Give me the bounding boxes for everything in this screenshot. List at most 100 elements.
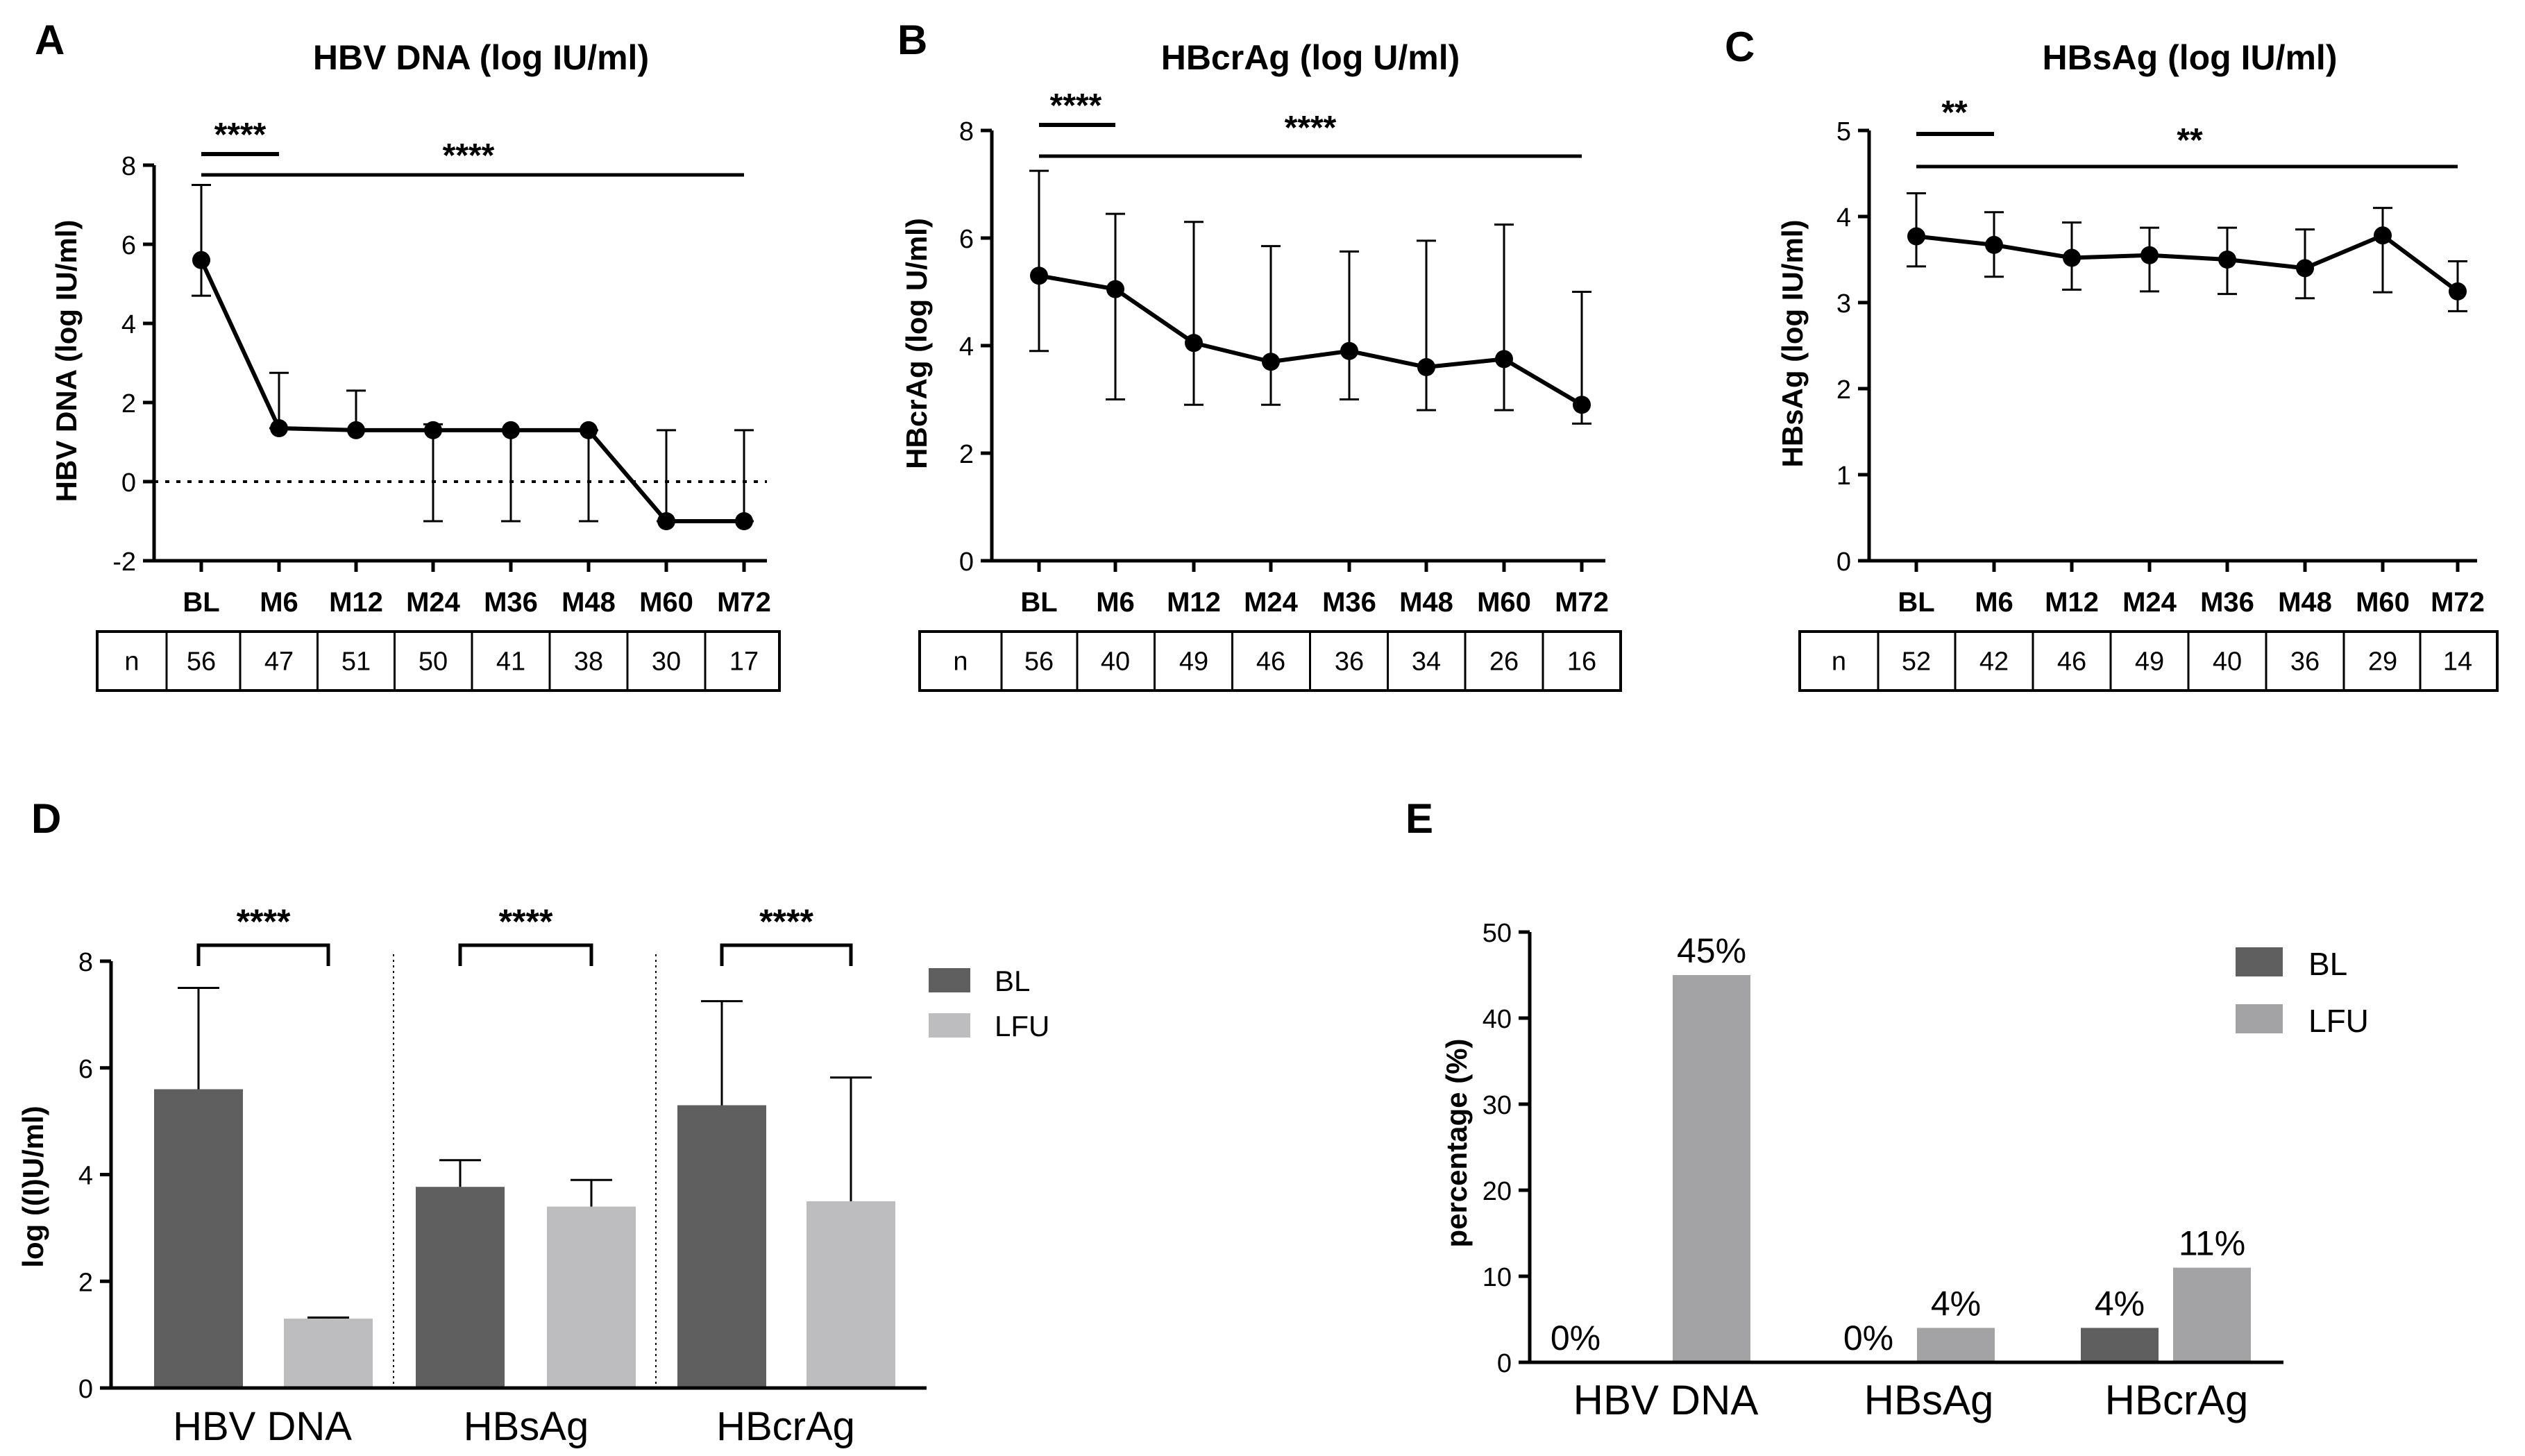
y-tick-label: 30 xyxy=(1483,1091,1512,1120)
data-point xyxy=(1495,350,1513,369)
data-point xyxy=(2374,226,2392,245)
y-tick-label: 2 xyxy=(78,1268,93,1297)
significance-label-long: **** xyxy=(1285,110,1337,146)
n-table-cell: 49 xyxy=(2135,647,2164,677)
data-point xyxy=(1185,334,1203,353)
x-tick-label: M60 xyxy=(2356,587,2410,618)
n-table-cell: 46 xyxy=(1256,647,1285,677)
panel-c: C HBsAg (log IU/ml) HBsAg (log IU/ml) 0 1 2 3… xyxy=(1725,24,2499,692)
y-tick-label: 6 xyxy=(959,225,974,254)
x-tick-label: M36 xyxy=(1322,587,1376,618)
significance-label-short: **** xyxy=(214,117,267,153)
y-tick-label: 2 xyxy=(121,389,136,418)
bar-value-label: 0% xyxy=(1843,1319,1893,1357)
n-table-border xyxy=(1798,630,2499,692)
significance-bracket xyxy=(720,943,853,966)
y-tick-label: 40 xyxy=(1483,1005,1512,1034)
legend-label-lfu: LFU xyxy=(995,1010,1049,1042)
significance-bracket xyxy=(458,943,593,966)
y-tick-label: 5 xyxy=(1836,117,1851,146)
x-tick-label: M24 xyxy=(406,587,461,618)
y-tick-label: 0 xyxy=(1836,548,1851,577)
x-tick-label: M48 xyxy=(1399,587,1453,618)
x-tick-label: M60 xyxy=(639,587,693,618)
x-tick-label: M12 xyxy=(329,587,383,618)
chart-title: HBsAg (log IU/ml) xyxy=(2043,38,2338,77)
bar-bl xyxy=(416,1187,505,1388)
significance-label-long: **** xyxy=(443,137,495,174)
y-tick-label: 1 xyxy=(1836,462,1851,491)
bar-bl xyxy=(154,1089,243,1388)
n-table-cell: 40 xyxy=(2213,647,2242,677)
bar-lfu xyxy=(284,1319,373,1388)
panel-letter-c: C xyxy=(1725,24,1755,70)
panel-e: E percentage (%) 0% 0% 4% 45% 4% 11% 0 10 20 30 40 5… xyxy=(1405,795,2369,1423)
x-tick-label: M12 xyxy=(2045,587,2099,618)
y-tick-label: 6 xyxy=(121,231,136,260)
x-tick-label: M6 xyxy=(1096,587,1135,618)
data-point xyxy=(1262,353,1280,371)
n-table: n 52 42 46 49 40 36 29 14 xyxy=(1798,630,2499,692)
n-table-cell: 47 xyxy=(264,647,294,677)
bar-bl xyxy=(2081,1328,2159,1362)
data-point xyxy=(347,421,365,439)
x-category-label: HBcrAg xyxy=(716,1404,855,1449)
bar-bl xyxy=(677,1105,766,1388)
n-table-cell: 50 xyxy=(419,647,448,677)
significance-label-short: **** xyxy=(1050,87,1102,124)
n-table-cell: 34 xyxy=(1412,647,1441,677)
n-table-header: n xyxy=(124,647,139,677)
bar-lfu xyxy=(2173,1267,2251,1362)
data-point xyxy=(1985,235,2003,254)
data-point xyxy=(2218,251,2236,269)
x-tick-label: BL xyxy=(1020,587,1057,618)
n-table: n 56 47 51 50 41 38 30 17 xyxy=(96,630,781,692)
y-tick-label: 4 xyxy=(78,1162,93,1191)
panel-a: A HBV DNA (log IU/ml) HBV DNA (log IU/ml)… xyxy=(35,17,781,692)
y-axis-label: HBsAg (log IU/ml) xyxy=(1776,220,1809,468)
n-table-border xyxy=(96,630,781,692)
x-tick-label: M36 xyxy=(2200,587,2254,618)
x-tick-label: BL xyxy=(1898,587,1934,618)
data-point xyxy=(502,421,520,439)
legend-label-bl: BL xyxy=(2308,946,2347,982)
n-table-cell: 49 xyxy=(1179,647,1208,677)
n-table: n 56 40 49 46 36 34 26 16 xyxy=(918,630,1622,692)
y-axis-label: HBV DNA (log IU/ml) xyxy=(50,220,83,502)
y-tick-label: 6 xyxy=(78,1055,93,1084)
y-axis-label: percentage (%) xyxy=(1440,1038,1473,1247)
y-tick-label: 0 xyxy=(78,1375,93,1404)
y-tick-label: 4 xyxy=(959,332,974,362)
x-tick-label: M24 xyxy=(2122,587,2177,618)
x-category-label: HBV DNA xyxy=(173,1404,352,1449)
n-table-cell: 36 xyxy=(1335,647,1364,677)
y-tick-label: 50 xyxy=(1483,919,1512,948)
x-category-label: HBsAg xyxy=(464,1404,589,1449)
panel-letter-d: D xyxy=(31,795,61,842)
significance-label: **** xyxy=(499,902,553,941)
x-category-label: HBsAg xyxy=(1864,1377,1994,1423)
chart-title: HBcrAg (log U/ml) xyxy=(1161,38,1460,77)
n-table-cell: 41 xyxy=(496,647,525,677)
n-table-border xyxy=(918,630,1622,692)
n-table-header: n xyxy=(1832,647,1846,677)
x-tick-label: M72 xyxy=(717,587,771,618)
y-tick-label: 4 xyxy=(121,310,136,339)
data-point xyxy=(1106,280,1124,298)
n-table-cell: 14 xyxy=(2443,647,2472,677)
panel-b: B HBcrAg (log U/ml)HBcrAg (log U/ml)0246… xyxy=(897,17,1622,692)
legend-swatch-bl xyxy=(929,968,970,992)
n-table-header: n xyxy=(953,647,968,677)
x-tick-label: M72 xyxy=(1555,587,1609,618)
x-tick-label: M24 xyxy=(1244,587,1299,618)
n-table-cell: 46 xyxy=(2057,647,2086,677)
legend-swatch-lfu xyxy=(929,1013,970,1038)
y-tick-label: 2 xyxy=(959,440,974,469)
data-point xyxy=(270,419,288,438)
n-table-cell: 56 xyxy=(187,647,216,677)
y-tick-label: 8 xyxy=(121,152,136,181)
bar-lfu xyxy=(807,1201,895,1388)
x-tick-label: M36 xyxy=(484,587,538,618)
n-table-cell: 38 xyxy=(574,647,603,677)
data-point xyxy=(735,512,753,530)
